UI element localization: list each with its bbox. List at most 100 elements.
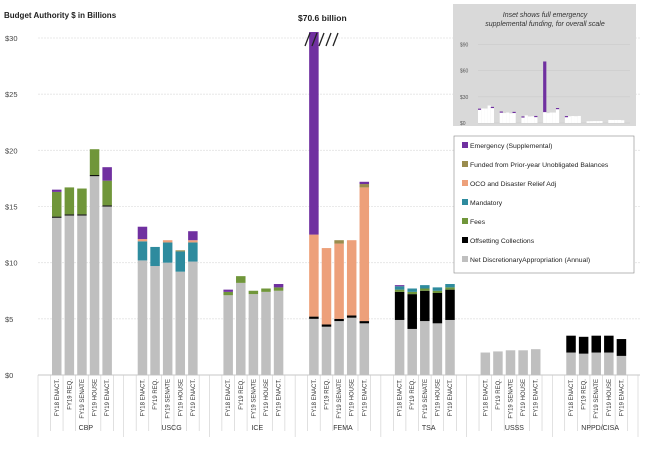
inset-tick-label: $90 [460,43,469,49]
inset-note-line1: Inset shows full emergency [503,12,588,19]
bar-segment-tsa-5 [445,289,455,320]
inset-bar [484,108,488,123]
bar-segment-uscg-2 [150,266,160,375]
inset-bar [614,119,618,123]
bar-segment-uscg-5 [188,231,198,241]
inset-tick-label: $60 [460,69,469,75]
break-mark [318,32,325,47]
category-label: FY19 ENACT. [105,379,111,417]
category-label: FY19 SENATE [594,379,600,419]
inset-bar [487,105,491,123]
group-label: TSA [422,425,436,432]
bar-segment-fema-2 [321,326,332,375]
bar-segment-uscg-3 [162,262,173,375]
category-label: FY18 ENACT. [398,379,404,417]
inset-emergency-bar [555,108,560,110]
bar-segment-uscg-3 [162,242,173,263]
bar-segment-uscg-5 [188,242,198,262]
inset-bar [509,113,513,123]
inset-emergency-bar [564,116,569,118]
legend-swatch [462,237,468,243]
bar-segment-cbp-3 [77,188,87,215]
bar-segment-cbp-4 [89,149,100,176]
bar-segment-tsa-1 [394,319,405,375]
bar-segment-nppdcisa-2 [578,353,589,375]
bar-segment-fema-5 [359,323,370,375]
bar-segment-uscg-1 [137,260,148,375]
category-label: FY19 SENATE [337,379,343,419]
bar-segment-tsa-5 [445,319,455,375]
break-mark [325,32,332,47]
break-mark [311,32,318,47]
bar-segment-fema-2 [321,324,332,327]
bar-segment-nppdcisa-5 [616,355,627,375]
bar-segment-cbp-1 [52,217,62,375]
bar-segment-fema-4 [346,240,357,316]
bar-segment-tsa-4 [432,292,443,324]
inset-bar [478,108,482,123]
inset-bar [564,116,569,123]
category-label: FY19 ENACT. [619,379,625,417]
bar-segment-ice-5 [273,284,284,288]
inset-bar [577,115,581,123]
bar-segment-fema-3 [334,321,344,375]
inset-tick-label: $30 [460,95,469,101]
chart-title: Budget Authority $ in Billions [4,11,117,20]
break-mark [332,32,339,47]
bar-segment-nppdcisa-3 [591,352,601,375]
bar-segment-fema-5 [359,184,370,188]
inset-bar [543,112,547,123]
legend-swatch [462,199,468,205]
break-mark [304,32,311,47]
bar-segment-uscg-5 [188,261,198,375]
bar-segment-tsa-4 [432,290,443,293]
category-label: FY19 HOUSE [93,379,99,416]
inset-note-line2: supplemental funding, for overall scale [485,21,605,28]
bar-segment-ice-2 [236,276,246,283]
inset-bar [589,121,593,123]
bar-segment-fema-1 [309,318,319,375]
bar-segment-cbp-5 [102,206,112,375]
category-label: FY18 ENACT. [312,379,318,417]
bar-segment-ice-4 [261,288,271,292]
inset-bar [592,121,597,123]
bar-segment-ice-3 [248,290,259,295]
y-tick-label: $25 [5,90,18,99]
legend-swatch [462,142,468,148]
bar-segment-tsa-4 [432,287,443,291]
bar-segment-fema-1 [309,234,319,317]
inset-bar [596,121,600,123]
category-label: FY19 HOUSE [178,379,184,416]
inset-emergency-bar [490,106,494,109]
inset-emergency-bar [512,111,516,114]
bar-segment-cbp-4 [89,176,100,375]
category-label: FY19 SENATE [509,379,515,419]
bar-segment-tsa-5 [445,287,455,290]
legend: Emergency (Supplemental) Funded from Prio… [453,135,635,274]
group-label: USSS [505,425,524,432]
bar-segment-tsa-2 [407,288,417,292]
bar-segment-uscg-4 [175,250,186,252]
category-label: FY19 REQ. [239,379,245,410]
bar-segment-ice-3 [248,294,259,375]
y-tick-label: $10 [5,259,18,268]
category-label: FY19 REQ. [496,379,502,410]
inset-bar [555,108,560,123]
legend-label: Mandatory [470,200,503,207]
bar-segment-tsa-3 [420,290,430,322]
category-label: FY18 ENACT. [483,379,489,417]
category-label: FY19 SENATE [80,379,86,419]
bar-segment-cbp-2 [64,215,75,375]
inset-bar [617,119,622,123]
inset-bar [571,116,575,123]
legend-label: Net DiscretionaryAppropriation (Annual) [470,257,590,264]
bar-segment-cbp-3 [77,214,87,216]
inset-chart: Inset shows full emergency supplemental f… [453,4,636,127]
bar-segment-tsa-1 [394,286,405,290]
bar-segment-tsa-3 [420,285,430,289]
bar-segment-cbp-2 [64,187,75,215]
bar-segment-uscg-1 [137,241,148,261]
bar-segment-ice-5 [273,287,284,291]
bar-segment-cbp-4 [89,175,100,177]
